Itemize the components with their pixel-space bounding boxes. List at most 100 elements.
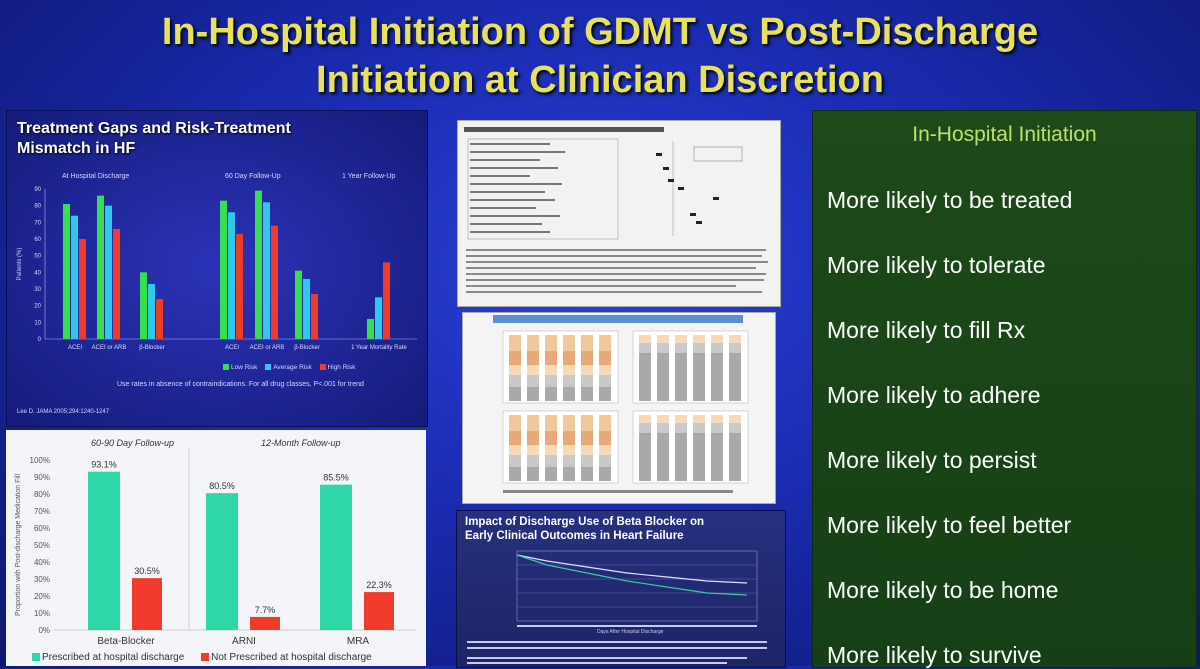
legend-high: High Risk [327, 364, 356, 371]
stack-segment [711, 367, 723, 383]
stack-segment [563, 467, 575, 481]
bar-high-risk [383, 262, 390, 339]
stack-segment [599, 455, 611, 467]
medication-status-thumbnail [493, 315, 749, 493]
stack-segment [599, 431, 611, 445]
bar-average-risk [71, 215, 78, 339]
y-tick-label: 100% [30, 456, 50, 465]
subtitle-60-90-day: 60-90 Day Follow-up [91, 438, 175, 448]
stack-segment [581, 445, 593, 455]
group-label-discharge: At Hospital Discharge [62, 173, 130, 180]
stack-segment [599, 375, 611, 387]
medication-fill-chart: 100% 90% 80% 70% 60% 50% 40% 30% 20% 10% 0% Proport… [15, 448, 416, 647]
treatment-gap-title-line2: Mismatch in HF [17, 140, 136, 157]
stack-segment [527, 445, 539, 455]
stack-segment [657, 447, 669, 463]
stack-segment [657, 423, 669, 433]
data-label: 22.3% [366, 580, 392, 590]
bar-prescribed [206, 493, 238, 630]
stack-segment [711, 353, 723, 367]
treatment-gap-panel: Treatment Gaps and Risk-Treatment Mismat… [6, 110, 428, 427]
stack-panel [632, 410, 749, 484]
data-label: 30.5% [134, 566, 160, 576]
y-tick-label: 10 [34, 320, 41, 326]
bar-not-prescribed [250, 616, 280, 630]
stack-segment [711, 463, 723, 481]
x-tick-label: ACEI [68, 345, 82, 351]
stack-segment [675, 433, 687, 447]
stack-segment [563, 415, 575, 431]
stack-segment [563, 445, 575, 455]
bar-low-risk [140, 272, 147, 339]
stack-segment [639, 415, 651, 423]
stack-segment [675, 383, 687, 401]
stack-segment [729, 383, 741, 401]
y-tick-label: 60% [34, 524, 50, 533]
y-tick-label: 70 [34, 220, 41, 226]
stack-segment [509, 467, 521, 481]
stack-segment [693, 383, 705, 401]
slide-title-line1: In-Hospital Initiation of GDMT vs Post-D… [161, 11, 1039, 53]
stack-segment [711, 335, 723, 343]
stack-segment [545, 351, 557, 365]
benefit-item: More likely to be home [827, 577, 1059, 603]
stack-segment [581, 431, 593, 445]
bar-average-risk [105, 205, 112, 339]
stack-segment [675, 335, 687, 343]
y-tick-label: 0 [38, 337, 42, 343]
stack-segment [693, 447, 705, 463]
bar-prescribed [320, 484, 352, 630]
stack-segment [563, 335, 575, 351]
y-tick-label: 50 [34, 254, 41, 260]
stack-segment [711, 415, 723, 423]
treatment-gap-legend: Low Risk Average Risk High Risk [217, 364, 355, 371]
stack-segment [729, 463, 741, 481]
medication-status-figure [462, 312, 776, 504]
bar-low-risk [295, 270, 302, 339]
bar-high-risk [79, 239, 86, 339]
bar-not-prescribed [132, 578, 162, 630]
bar-low-risk [220, 200, 227, 339]
group-label-1year: 1 Year Follow-Up [342, 173, 396, 180]
legend-avg: Average Risk [273, 364, 312, 371]
y-tick-label: 30% [34, 575, 50, 584]
x-tick-label: 1 Year Mortality Rate [351, 345, 407, 351]
bar-high-risk [311, 294, 318, 339]
stack-segment [693, 415, 705, 423]
treatment-gap-footnote: Use rates in absence of contraindication… [117, 381, 364, 388]
stack-segment [639, 433, 651, 447]
stack-segment [581, 387, 593, 401]
stack-segment [563, 375, 575, 387]
treatment-gap-title-line1: Treatment Gaps and Risk-Treatment [17, 120, 291, 137]
in-hospital-initiation-heading: In-Hospital Initiation [912, 123, 1097, 146]
in-hospital-initiation-panel: In-Hospital Initiation More likely to be… [812, 110, 1197, 668]
y-tick-label: 20 [34, 304, 41, 310]
stack-segment [599, 365, 611, 375]
stack-segment [639, 447, 651, 463]
stack-segment [545, 415, 557, 431]
stack-segment [527, 387, 539, 401]
bar-average-risk [228, 212, 235, 339]
stack-segment [527, 415, 539, 431]
stack-segment [675, 463, 687, 481]
stack-segment [657, 383, 669, 401]
stack-segment [545, 335, 557, 351]
stack-segment [527, 467, 539, 481]
y-tick-label: 30 [34, 287, 41, 293]
bar-high-risk [156, 299, 163, 339]
stack-segment [729, 415, 741, 423]
bar-average-risk [375, 297, 382, 339]
benefit-item: More likely to tolerate [827, 252, 1046, 278]
x-tick-label: Beta-Blocker [97, 636, 155, 647]
stack-segment [581, 365, 593, 375]
stack-segment [729, 353, 741, 367]
stack-segment [527, 351, 539, 365]
stack-panel [632, 330, 749, 404]
stack-segment [527, 431, 539, 445]
stack-segment [729, 447, 741, 463]
stack-segment [657, 367, 669, 383]
stack-segment [545, 431, 557, 445]
stack-segment [509, 351, 521, 365]
beta-blocker-title-line1: Impact of Discharge Use of Beta Blocker … [465, 516, 705, 528]
medication-fill-panel: 60-90 Day Follow-up 12-Month Follow-up 1… [6, 430, 426, 666]
